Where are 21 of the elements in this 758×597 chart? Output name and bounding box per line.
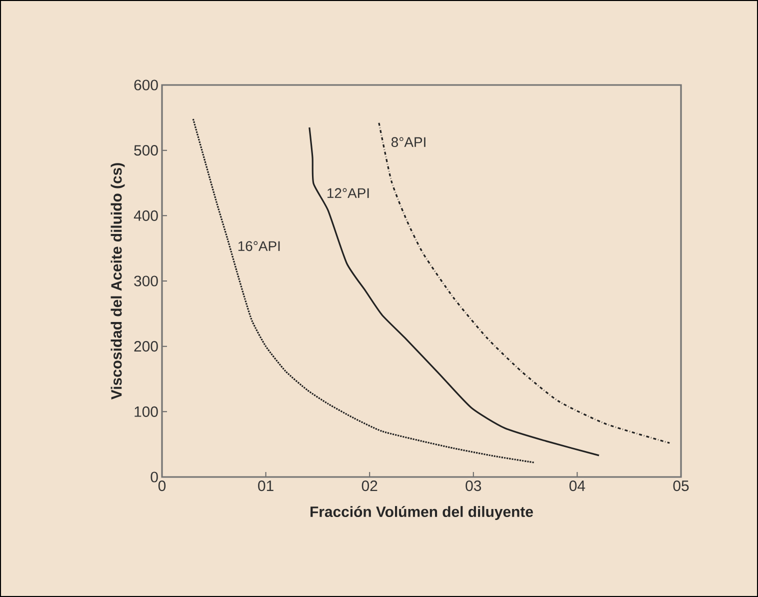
- y-tick-label: 100: [134, 406, 158, 417]
- x-tick-label: 04: [569, 480, 586, 492]
- x-tick-label: 03: [466, 480, 482, 492]
- y-axis-title: Viscosidad del Aceite diluido (cs): [110, 163, 125, 400]
- line-series: [192, 118, 536, 464]
- x-tick-label: 0: [158, 480, 166, 492]
- x-axis-title: Fracción Volúmen del diluyente: [310, 506, 533, 520]
- x-tick-label: 02: [362, 480, 378, 492]
- y-tick-label: 400: [134, 210, 158, 221]
- y-tick-label: 0: [150, 472, 158, 482]
- x-tick-label: 05: [673, 480, 689, 492]
- series-label: 12°API: [328, 188, 369, 198]
- x-tick-label: 01: [258, 480, 274, 492]
- y-tick-label: 600: [134, 80, 158, 90]
- series-label: 16°API: [238, 241, 280, 252]
- line-series: [378, 122, 670, 444]
- y-tick-label: 500: [134, 145, 158, 156]
- y-tick-label: 200: [134, 341, 158, 352]
- line-series: [308, 126, 600, 456]
- y-tick-label: 300: [134, 276, 158, 286]
- series-label: 8°API: [391, 137, 426, 148]
